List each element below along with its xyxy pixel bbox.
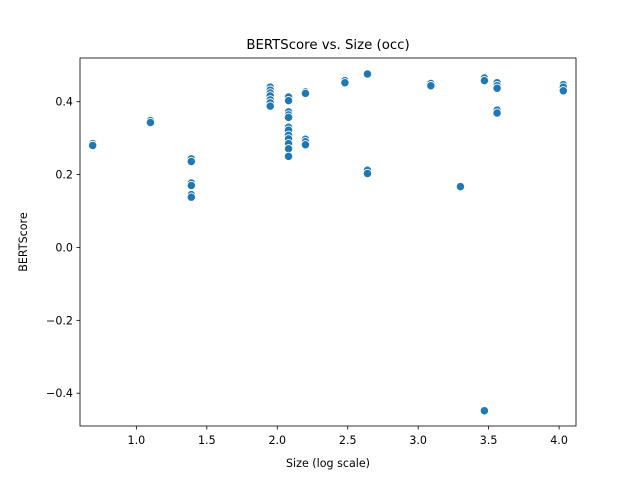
points-layer [88,69,568,416]
y-tick-label: −0.2 [46,314,73,327]
data-point [88,140,98,151]
data-point [186,192,196,202]
data-point [186,180,196,191]
data-point [492,83,502,93]
x-tick-label: 1.0 [128,434,146,447]
chart-title: BERTScore vs. Size (occ) [246,38,409,53]
x-tick-label: 2.5 [339,434,357,447]
y-tick-label: 0.2 [55,169,73,182]
y-axis-ticks: −0.4 −0.2 0.0 0.2 0.4 [46,96,80,400]
data-point [479,406,490,416]
y-tick-label: 0.0 [55,241,73,254]
data-point [362,168,373,179]
y-tick-label: −0.4 [46,387,73,400]
data-point [283,95,294,106]
data-point [492,108,502,118]
data-point [426,81,436,91]
data-point [340,78,350,88]
data-point [283,112,294,123]
data-point [265,101,275,111]
data-point [479,75,490,86]
x-tick-label: 3.0 [409,434,427,447]
data-point [362,69,373,79]
y-axis-label: BERTScore [17,212,30,272]
data-point [558,86,568,96]
x-axis-ticks: 1.0 1.5 2.0 2.5 3.0 3.5 4.0 [128,426,568,447]
x-tick-label: 4.0 [550,434,568,447]
data-point [455,181,466,192]
x-tick-label: 2.0 [268,434,286,447]
x-axis-label: Size (log scale) [286,457,370,470]
data-point [300,140,311,150]
data-point [145,117,156,128]
data-point [283,144,294,154]
plot-frame [79,57,577,427]
data-point [283,151,294,162]
x-tick-label: 3.5 [480,434,498,447]
data-point [300,88,311,98]
data-point [186,156,196,167]
y-tick-label: 0.4 [55,96,73,109]
x-tick-label: 1.5 [198,434,216,447]
